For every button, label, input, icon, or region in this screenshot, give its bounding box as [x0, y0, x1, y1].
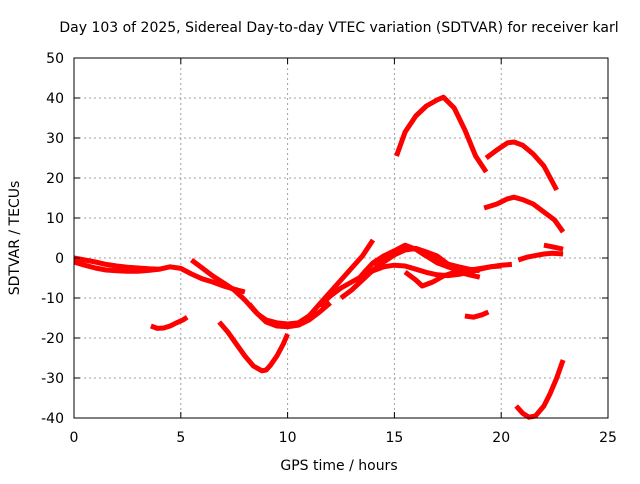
series-line-track-16	[517, 250, 564, 263]
series-line-track-2	[73, 255, 160, 272]
x-tick-label: 10	[279, 430, 297, 446]
series-line-track-15	[464, 309, 490, 320]
y-axis-label: SDTVAR / TECUs	[7, 181, 23, 296]
series-line-track-10	[371, 242, 481, 274]
series-line-track-12	[394, 94, 489, 174]
x-tick-label: 25	[599, 430, 617, 446]
grid-layer	[74, 58, 608, 418]
y-tick-label: 40	[46, 91, 64, 107]
series-line-track-11	[403, 263, 502, 289]
y-tick-label: 0	[55, 251, 64, 267]
series-line-track-14	[483, 194, 566, 234]
series-line-track-17	[543, 242, 564, 252]
series-line-track-1	[73, 259, 246, 295]
series-layer	[73, 94, 566, 420]
y-tick-label: 30	[46, 131, 64, 147]
chart-title: Day 103 of 2025, Sidereal Day-to-day VTE…	[59, 20, 618, 36]
tick-layer: 0 5 10 15 20 25 -40 -30 -20 -10 0 10 20 30 40 50	[41, 51, 617, 446]
plot-frame	[73, 57, 609, 419]
series-line-track-13	[484, 139, 559, 192]
y-tick-label: -30	[41, 371, 64, 387]
x-axis-label: GPS time / hours	[280, 458, 397, 474]
y-tick-label: -10	[41, 291, 64, 307]
y-tick-label: 10	[46, 211, 64, 227]
series-line-track-18	[514, 359, 566, 420]
series-line-track-6	[247, 238, 376, 327]
y-tick-label: -20	[41, 331, 64, 347]
x-tick-label: 5	[176, 430, 185, 446]
x-tick-label: 15	[385, 430, 403, 446]
x-tick-label: 20	[492, 430, 510, 446]
series-line-track-5	[217, 320, 290, 374]
y-tick-label: 20	[46, 171, 64, 187]
series-line-track-3	[150, 315, 189, 331]
x-tick-label: 0	[70, 430, 79, 446]
y-tick-label: -40	[41, 411, 64, 427]
y-tick-label: 50	[46, 51, 64, 67]
